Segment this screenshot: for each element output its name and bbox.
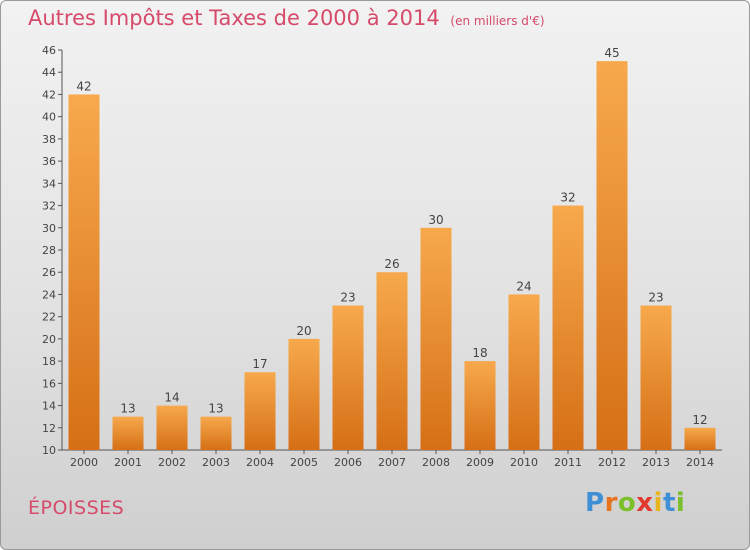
bar-2012	[596, 61, 628, 450]
y-tick-label: 34	[42, 177, 56, 190]
data-label-2011: 32	[560, 191, 575, 205]
bar-2002	[156, 405, 188, 450]
data-label-2007: 26	[384, 257, 399, 271]
x-tick-label-2000: 2000	[70, 456, 98, 469]
y-tick-label: 18	[42, 355, 56, 368]
y-tick-label: 44	[42, 66, 56, 79]
chart-unit: (en milliers d'€)	[450, 14, 545, 28]
logo-letter: r	[604, 488, 618, 518]
x-tick-label-2004: 2004	[246, 456, 274, 469]
y-tick-label: 30	[42, 222, 56, 235]
y-tick-label: 28	[42, 244, 56, 257]
bar-2000	[68, 94, 100, 450]
data-label-2004: 17	[252, 357, 267, 371]
data-label-2003: 13	[208, 402, 223, 416]
y-tick-label: 32	[42, 200, 56, 213]
bar-2013	[640, 305, 672, 450]
x-tick-label-2008: 2008	[422, 456, 450, 469]
bar-2011	[552, 205, 584, 450]
y-tick-label: 36	[42, 155, 56, 168]
y-tick-label: 42	[42, 88, 56, 101]
chart-title-text: Autres Impôts et Taxes de 2000 à 2014	[28, 6, 440, 30]
data-label-2006: 23	[340, 291, 355, 305]
data-label-2013: 23	[648, 291, 663, 305]
x-tick-label-2005: 2005	[290, 456, 318, 469]
y-tick-label: 10	[42, 444, 56, 457]
chart-title: Autres Impôts et Taxes de 2000 à 2014 (e…	[28, 6, 545, 30]
bar-2001	[112, 416, 144, 450]
bar-2003	[200, 416, 232, 450]
bar-2009	[464, 361, 496, 450]
y-tick-label: 26	[42, 266, 56, 279]
y-tick-label: 24	[42, 288, 56, 301]
y-tick-label: 40	[42, 111, 56, 124]
data-label-2002: 14	[164, 391, 179, 405]
x-tick-label-2014: 2014	[686, 456, 714, 469]
chart-bars	[68, 61, 716, 450]
data-label-2000: 42	[76, 79, 91, 93]
bar-2005	[288, 338, 320, 450]
y-tick-label: 14	[42, 400, 56, 413]
x-tick-label-2001: 2001	[114, 456, 142, 469]
data-label-2009: 18	[472, 346, 487, 360]
y-tick-label: 46	[42, 44, 56, 57]
data-label-2008: 30	[428, 213, 443, 227]
proxiti-logo: Proxiti	[585, 488, 685, 518]
logo-letter: P	[585, 488, 605, 518]
chart-data-labels: 42 13 14 13 17 20 23 26 30 18 24 32 45 23 12	[76, 46, 707, 427]
y-tick-label: 22	[42, 311, 56, 324]
bar-2007	[376, 272, 408, 450]
bar-2006	[332, 305, 364, 450]
bar-2010	[508, 294, 540, 450]
data-label-2014: 12	[692, 413, 707, 427]
y-tick-label: 20	[42, 333, 56, 346]
x-tick-label-2007: 2007	[378, 456, 406, 469]
x-tick-label-2010: 2010	[510, 456, 538, 469]
data-label-2005: 20	[296, 324, 311, 338]
y-tick-label: 16	[42, 377, 56, 390]
bar-2008	[420, 227, 452, 450]
data-label-2012: 45	[604, 46, 619, 60]
logo-letter: o	[617, 488, 637, 518]
x-tick-label-2003: 2003	[202, 456, 230, 469]
x-tick-label-2002: 2002	[158, 456, 186, 469]
logo-letter: t	[662, 488, 676, 518]
x-tick-label-2006: 2006	[334, 456, 362, 469]
logo-letter: x	[636, 488, 654, 518]
y-tick-label: 12	[42, 422, 56, 435]
x-tick-label-2013: 2013	[642, 456, 670, 469]
bar-2004	[244, 372, 276, 450]
commune-name: ÉPOISSES	[28, 497, 125, 519]
data-label-2001: 13	[120, 402, 135, 416]
x-tick-label-2009: 2009	[466, 456, 494, 469]
y-tick-label: 38	[42, 133, 56, 146]
data-label-2010: 24	[516, 279, 531, 293]
logo-letter: i	[653, 488, 663, 518]
x-tick-label-2012: 2012	[598, 456, 626, 469]
x-tick-label-2011: 2011	[554, 456, 582, 469]
logo-letter: i	[675, 488, 686, 518]
bar-2014	[684, 427, 716, 450]
